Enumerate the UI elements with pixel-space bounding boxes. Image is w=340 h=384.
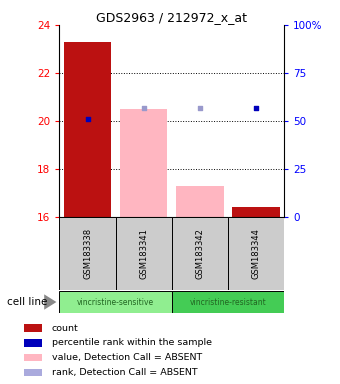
Text: percentile rank within the sample: percentile rank within the sample: [52, 338, 212, 347]
Bar: [64, 42, 112, 217]
Bar: [23, 354, 42, 361]
Bar: [23, 369, 42, 376]
Bar: [176, 186, 224, 217]
Text: GSM183344: GSM183344: [251, 228, 260, 279]
Point: [85, 116, 90, 122]
Text: value, Detection Call = ABSENT: value, Detection Call = ABSENT: [52, 353, 202, 362]
Bar: [59, 291, 172, 313]
Bar: [120, 109, 168, 217]
Point: [141, 105, 146, 111]
Text: vincristine-sensitive: vincristine-sensitive: [77, 298, 154, 306]
Text: rank, Detection Call = ABSENT: rank, Detection Call = ABSENT: [52, 368, 197, 377]
Point: [253, 105, 258, 111]
Bar: [232, 207, 280, 217]
Text: cell line: cell line: [7, 297, 47, 307]
Bar: [116, 217, 172, 290]
Polygon shape: [44, 295, 56, 310]
Text: count: count: [52, 324, 79, 333]
Text: GSM183338: GSM183338: [83, 228, 92, 279]
Bar: [23, 324, 42, 332]
Point: [197, 105, 202, 111]
Text: GSM183341: GSM183341: [139, 228, 148, 279]
Bar: [228, 217, 284, 290]
Bar: [172, 217, 228, 290]
Bar: [23, 339, 42, 347]
Bar: [172, 291, 284, 313]
Text: vincristine-resistant: vincristine-resistant: [189, 298, 266, 306]
Bar: [59, 217, 116, 290]
Text: GSM183342: GSM183342: [195, 228, 204, 279]
Title: GDS2963 / 212972_x_at: GDS2963 / 212972_x_at: [96, 11, 247, 24]
